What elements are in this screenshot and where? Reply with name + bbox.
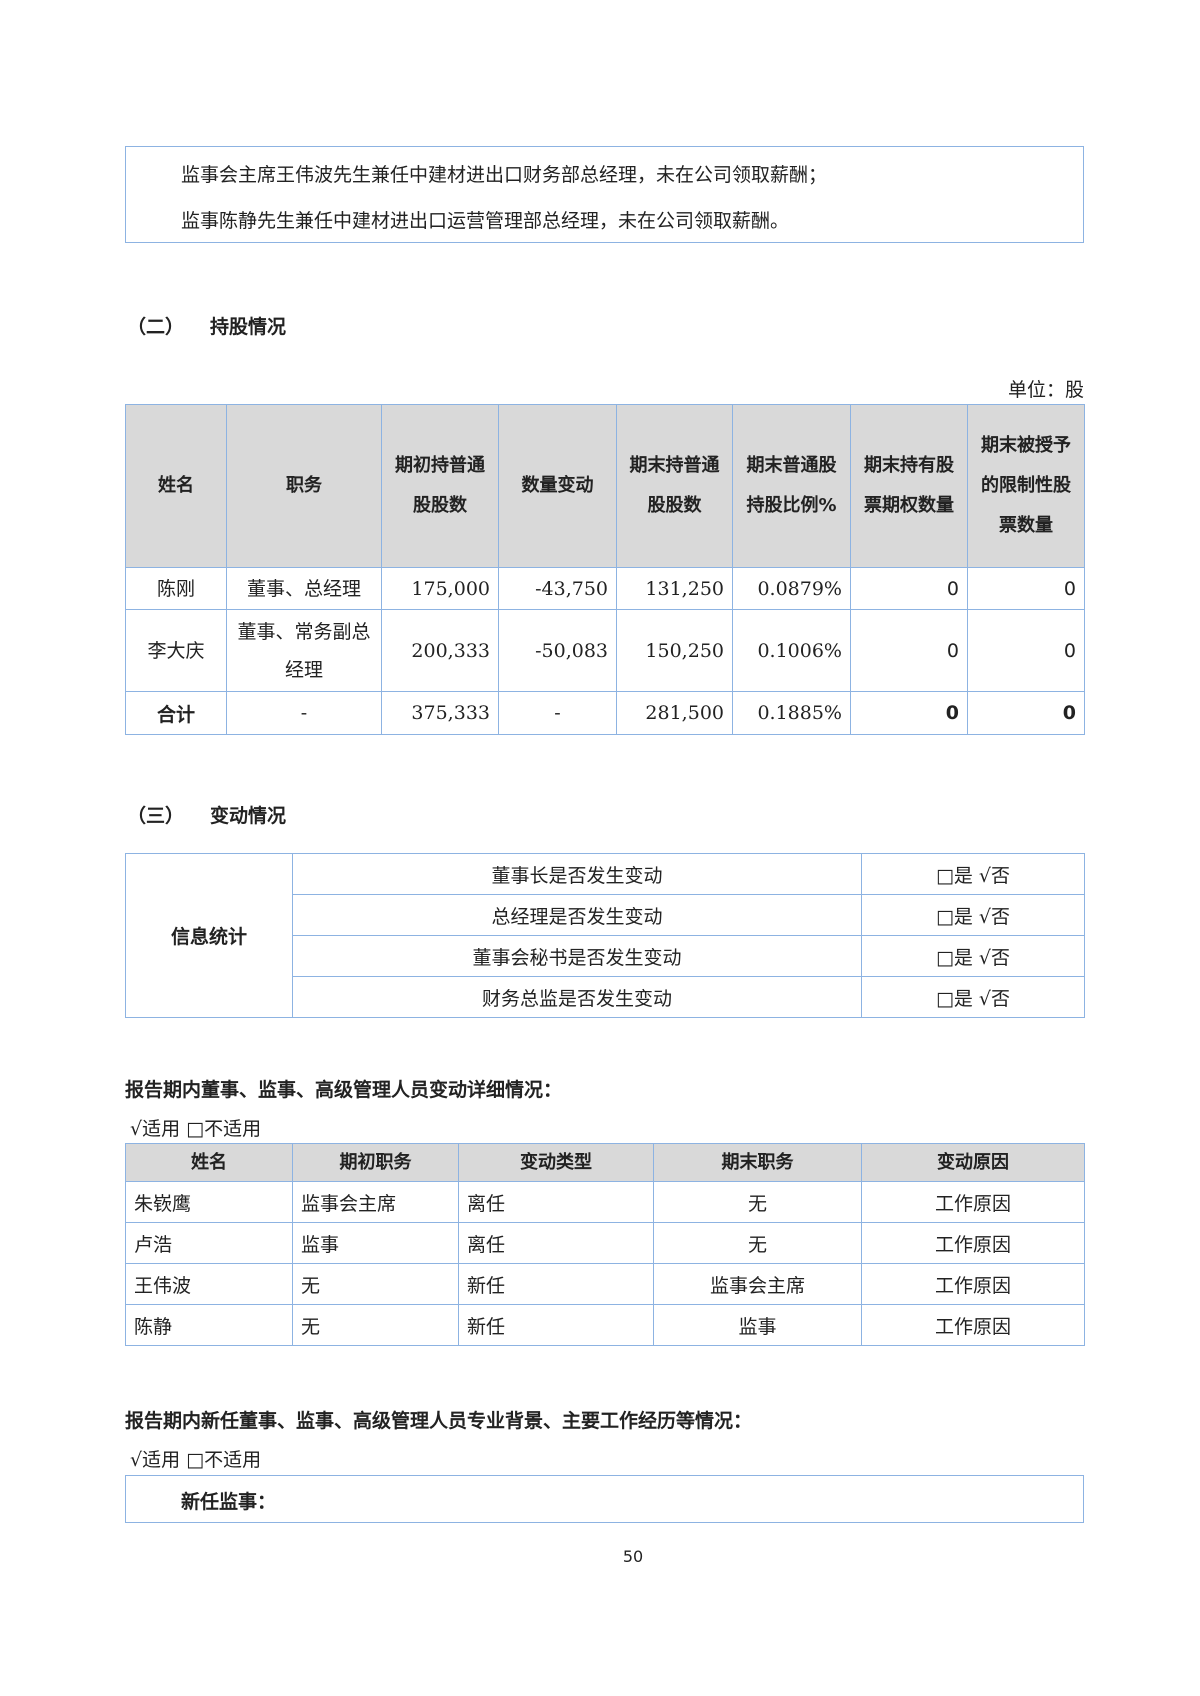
header-row: 姓名 期初职务 变动类型 期末职务 变动原因 bbox=[125, 1143, 1085, 1182]
answer-checkbox[interactable]: □是 √否 bbox=[861, 976, 1085, 1018]
header-row: 姓名 职务 期初持普通股股数 数量变动 期末持普通股股数 期末普通股持股比例% 期末持有股票… bbox=[125, 404, 1085, 568]
unit-label: 单位：股 bbox=[1007, 379, 1084, 401]
table-row: 李大庆 董事、常务副总经理 200,333 -50,083 150,250 0.1006%… bbox=[125, 609, 1085, 692]
answer-checkbox[interactable]: □是 √否 bbox=[861, 935, 1085, 977]
column-header: 变动原因 bbox=[861, 1143, 1085, 1182]
column-header: 期末职务 bbox=[653, 1143, 862, 1182]
table-cell: 工作原因 bbox=[861, 1263, 1085, 1305]
table-cell: 陈刚 bbox=[125, 567, 227, 610]
total-row: 合计 -375,333-281,500 0.1885% 0 0 bbox=[125, 691, 1085, 735]
table-cell: 150,250 bbox=[616, 609, 733, 692]
column-header: 期末普通股持股比例% bbox=[732, 404, 851, 568]
table-cell: 0 bbox=[850, 567, 968, 610]
column-header: 姓名 bbox=[125, 1143, 293, 1182]
table-cell: 朱嵚鹰 bbox=[125, 1181, 293, 1223]
table-cell: 卢浩 bbox=[125, 1222, 293, 1264]
column-header: 变动类型 bbox=[458, 1143, 654, 1182]
table-row: 王伟波无新任 监事会主席 工作原因 bbox=[125, 1263, 1085, 1305]
table-row: 陈静无新任 监事 工作原因 bbox=[125, 1304, 1085, 1346]
table-cell: 0 bbox=[850, 609, 968, 692]
applicable-option[interactable]: √适用 □不适用 bbox=[130, 1118, 262, 1140]
table-cell: 监事会主席 bbox=[653, 1263, 862, 1305]
table-cell: -50,083 bbox=[498, 609, 617, 692]
table-cell: 监事会主席 bbox=[292, 1181, 459, 1223]
question-cell: 总经理是否发生变动 bbox=[292, 894, 862, 936]
table-cell: 175,000 bbox=[381, 567, 499, 610]
total-cell: 281,500 bbox=[616, 691, 733, 735]
question-cell: 董事长是否发生变动 bbox=[292, 853, 862, 895]
note-line: 监事陈静先生兼任中建材进出口运营管理部总经理，未在公司领取薪酬。 bbox=[181, 210, 790, 232]
table-cell: 离任 bbox=[458, 1222, 654, 1264]
table-cell: 工作原因 bbox=[861, 1304, 1085, 1346]
page-number: 50 bbox=[622, 1547, 644, 1566]
table-row: 陈刚 董事、总经理 175,000 -43,750 131,250 0.0879% 0 0 bbox=[125, 567, 1085, 610]
answer-checkbox[interactable]: □是 √否 bbox=[861, 853, 1085, 895]
table-row: 董事会秘书是否发生变动 □是 √否 bbox=[126, 935, 1085, 977]
table-row: 总经理是否发生变动 □是 √否 bbox=[126, 894, 1085, 936]
table-cell: 李大庆 bbox=[125, 609, 227, 692]
section-number: （二） bbox=[127, 316, 185, 338]
column-header: 职务 bbox=[226, 404, 382, 568]
question-cell: 董事会秘书是否发生变动 bbox=[292, 935, 862, 977]
table-cell: 0 bbox=[967, 609, 1085, 692]
info-label: 信息统计 bbox=[125, 853, 293, 1018]
background-heading: 报告期内新任董事、监事、高级管理人员专业背景、主要工作经历等情况： bbox=[125, 1410, 753, 1432]
table-row: 信息统计 董事长是否发生变动 □是 √否 bbox=[125, 853, 1085, 1018]
column-header: 姓名 bbox=[125, 404, 227, 568]
note-box: 监事会主席王伟波先生兼任中建材进出口财务部总经理，未在公司领取薪酬； 监事陈静先… bbox=[125, 146, 1084, 243]
answer-checkbox[interactable]: □是 √否 bbox=[861, 894, 1085, 936]
table-cell: 监事 bbox=[292, 1222, 459, 1264]
table-cell: 0.0879% bbox=[732, 567, 851, 610]
table-row: 财务总监是否发生变动 □是 √否 bbox=[126, 976, 1085, 1018]
table-cell: 200,333 bbox=[381, 609, 499, 692]
table-cell: 无 bbox=[653, 1181, 862, 1223]
column-header: 期初持普通股股数 bbox=[381, 404, 499, 568]
table-cell: 董事、总经理 bbox=[226, 567, 382, 610]
table-cell: 王伟波 bbox=[125, 1263, 293, 1305]
column-header: 期末持有股票期权数量 bbox=[850, 404, 968, 568]
table-cell: 董事、常务副总经理 bbox=[226, 609, 382, 692]
column-header: 数量变动 bbox=[498, 404, 617, 568]
total-cell: 0 bbox=[850, 691, 968, 735]
table-cell: 离任 bbox=[458, 1181, 654, 1223]
column-header: 期初职务 bbox=[292, 1143, 459, 1182]
table-cell: 陈静 bbox=[125, 1304, 293, 1346]
new-supervisor-box: 新任监事： bbox=[125, 1475, 1084, 1523]
table-cell: 0.1006% bbox=[732, 609, 851, 692]
note-line: 监事会主席王伟波先生兼任中建材进出口财务部总经理，未在公司领取薪酬； bbox=[181, 164, 828, 186]
change-status-table: 信息统计 董事长是否发生变动 □是 √否 总经理是否发生变动 □是 √否 董事会秘书是否发… bbox=[125, 853, 1085, 1018]
section-title: 持股情况 bbox=[210, 316, 287, 338]
table-cell: 无 bbox=[292, 1263, 459, 1305]
total-cell: - bbox=[226, 691, 382, 735]
total-cell: 0.1885% bbox=[732, 691, 851, 735]
total-cell: - bbox=[498, 691, 617, 735]
section-number: （三） bbox=[127, 805, 185, 827]
table-cell: 0 bbox=[967, 567, 1085, 610]
total-cell: 0 bbox=[967, 691, 1085, 735]
personnel-change-table: 姓名 期初职务 变动类型 期末职务 变动原因 朱嵚鹰 监事会主席 离任无工作原因 卢浩 监事 离任无… bbox=[125, 1143, 1085, 1346]
table-cell: 新任 bbox=[458, 1263, 654, 1305]
shareholding-table: 姓名 职务 期初持普通股股数 数量变动 期末持普通股股数 期末普通股持股比例% 期末持有股票… bbox=[125, 404, 1085, 735]
table-cell: 工作原因 bbox=[861, 1222, 1085, 1264]
column-header: 期末持普通股股数 bbox=[616, 404, 733, 568]
table-cell: 新任 bbox=[458, 1304, 654, 1346]
table-cell: 131,250 bbox=[616, 567, 733, 610]
table-cell: 监事 bbox=[653, 1304, 862, 1346]
table-cell: -43,750 bbox=[498, 567, 617, 610]
table-cell: 工作原因 bbox=[861, 1181, 1085, 1223]
total-cell: 375,333 bbox=[381, 691, 499, 735]
table-cell: 无 bbox=[292, 1304, 459, 1346]
table-row: 朱嵚鹰 监事会主席 离任无工作原因 bbox=[125, 1181, 1085, 1223]
column-header: 期末被授予的限制性股票数量 bbox=[967, 404, 1085, 568]
section-title: 变动情况 bbox=[210, 805, 287, 827]
changes-heading: 报告期内董事、监事、高级管理人员变动详细情况： bbox=[125, 1079, 563, 1101]
table-cell: 无 bbox=[653, 1222, 862, 1264]
total-cell: 合计 bbox=[125, 691, 227, 735]
question-cell: 财务总监是否发生变动 bbox=[292, 976, 862, 1018]
table-row: 卢浩 监事 离任无工作原因 bbox=[125, 1222, 1085, 1264]
box-label: 新任监事： bbox=[181, 1491, 277, 1513]
applicable-option[interactable]: √适用 □不适用 bbox=[130, 1449, 262, 1471]
